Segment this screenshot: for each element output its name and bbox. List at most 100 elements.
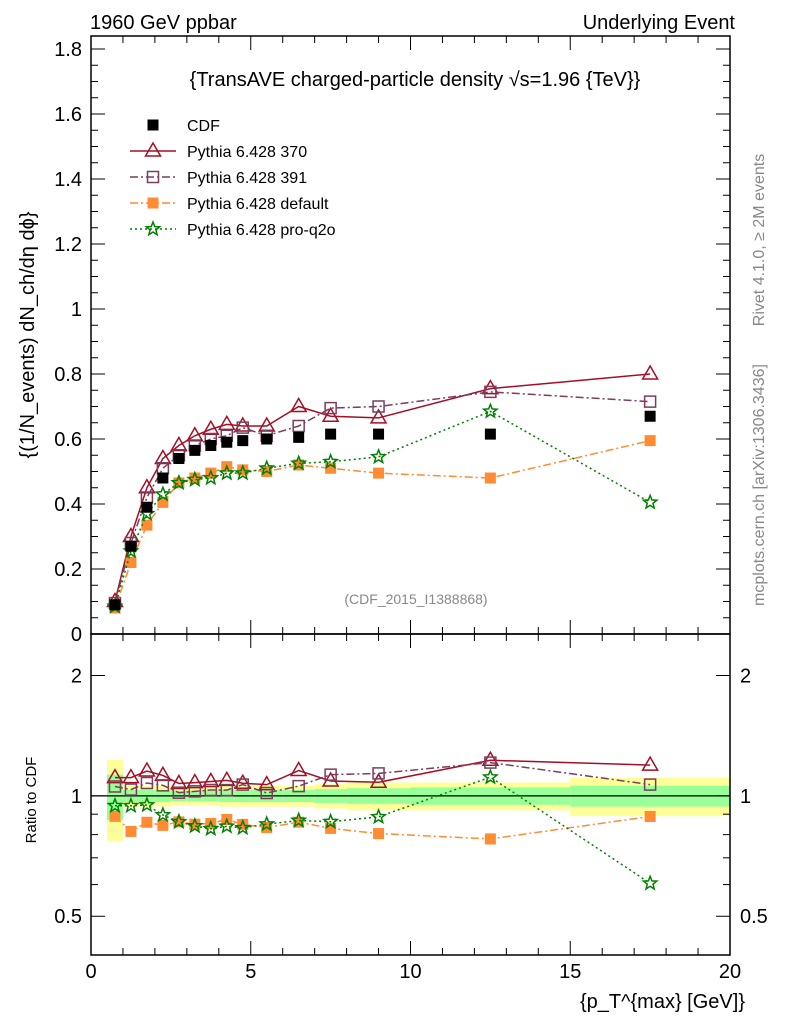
ratio-point (173, 816, 185, 828)
data-point (484, 385, 497, 399)
ratio-point (373, 828, 385, 840)
y-tick-label: 1.4 (54, 169, 82, 191)
ratio-point (260, 786, 273, 800)
x-tick-label: 15 (559, 961, 581, 983)
ratio-point (257, 775, 276, 791)
x-axis-label: {p_T^{max} [GeV]} (580, 991, 745, 1013)
ratio-point (189, 818, 201, 830)
y-tick-label: 0.8 (54, 364, 82, 386)
ratio-point (108, 780, 122, 793)
ratio-point (233, 773, 252, 789)
ratio-point (372, 767, 385, 780)
data-point (202, 468, 220, 486)
ratio-point (641, 874, 659, 891)
data-point (217, 414, 236, 431)
legend-label: Pythia 6.428 default (187, 196, 329, 213)
data-point (373, 428, 385, 440)
data-point (325, 428, 337, 440)
ratio-point (234, 818, 252, 836)
data-point (154, 485, 172, 502)
ratio-point (156, 779, 170, 792)
data-point (293, 431, 305, 443)
data-point (189, 444, 201, 456)
ratio-point (321, 812, 340, 830)
data-point (233, 416, 252, 432)
data-point (289, 396, 308, 413)
data-point (125, 557, 137, 568)
legend-marker (144, 141, 162, 157)
legend-label: Pythia 6.428 370 (187, 144, 307, 161)
ratio-point (217, 770, 236, 787)
data-point (186, 470, 204, 488)
ratio-point (258, 814, 276, 832)
ratio-point (643, 778, 657, 791)
ratio-point (289, 761, 308, 777)
x-tick-label: 20 (719, 961, 741, 983)
legend-label: Pythia 6.428 391 (187, 170, 307, 187)
ratio-point (186, 773, 204, 789)
ratio-point (481, 750, 500, 767)
data-point (641, 493, 659, 510)
data-point (369, 408, 388, 424)
ratio-point (325, 822, 337, 834)
data-point (173, 477, 185, 489)
ratio-point (109, 810, 121, 822)
data-point (644, 435, 656, 447)
ratio-point (154, 805, 172, 823)
ratio-point (293, 816, 305, 828)
ratio-y-tick-label: 0.5 (54, 906, 82, 928)
ratio-point (170, 773, 188, 790)
ratio-series-line (114, 815, 651, 840)
data-point (237, 464, 249, 476)
ratio-point (292, 779, 305, 793)
ratio-y-tick-label-right: 1 (740, 786, 751, 808)
ratio-point (481, 768, 499, 785)
data-point (643, 395, 657, 408)
rivet-label: Rivet 4.1.0, ≥ 2M events (751, 154, 768, 326)
series-line (114, 439, 651, 609)
data-point (481, 402, 499, 419)
data-point (170, 435, 188, 452)
y-tick-label: 0.6 (54, 429, 82, 451)
data-point (125, 540, 137, 552)
ratio-y-axis-label: Ratio to CDF (23, 757, 40, 844)
legend-label: Pythia 6.428 pro-q2o (187, 222, 336, 239)
ratio-point (369, 772, 388, 789)
ratio-point (484, 833, 496, 845)
data-point (644, 410, 656, 422)
ratio-point (236, 778, 250, 791)
ratio-point (125, 825, 137, 837)
data-point (641, 364, 659, 380)
ratio-point (220, 783, 234, 797)
ratio-point (106, 796, 124, 814)
x-tick-label: 10 (399, 961, 421, 983)
y-tick-label: 1.6 (54, 104, 82, 126)
data-point (373, 467, 385, 479)
ratio-point (204, 783, 218, 797)
series-0 (109, 410, 656, 611)
data-point (290, 454, 308, 471)
ratio-point (484, 756, 497, 769)
data-point (157, 496, 169, 508)
ratio-point (141, 816, 153, 828)
ratio-point (170, 812, 188, 830)
series-line (114, 373, 651, 602)
data-point (484, 472, 496, 484)
ratio-point (369, 807, 388, 825)
chart-title: {TransAVE charged-particle density √s=1.… (190, 69, 641, 91)
data-point (236, 421, 250, 434)
ratio-point (124, 783, 138, 796)
x-tick-label: 5 (245, 961, 256, 983)
data-point (292, 419, 305, 433)
ratio-point (188, 785, 202, 798)
data-point (234, 463, 252, 481)
y-tick-label: 1.8 (54, 39, 82, 61)
data-point (221, 436, 233, 448)
legend-marker (146, 170, 160, 184)
header-right: Underlying Event (583, 12, 736, 34)
ratio-point (122, 796, 140, 814)
data-point (189, 472, 201, 484)
ratio-point (157, 819, 169, 831)
y-axis-label: {(1/N_events) dN_ch/dη dϕ} (17, 211, 39, 458)
data-point (261, 433, 273, 445)
